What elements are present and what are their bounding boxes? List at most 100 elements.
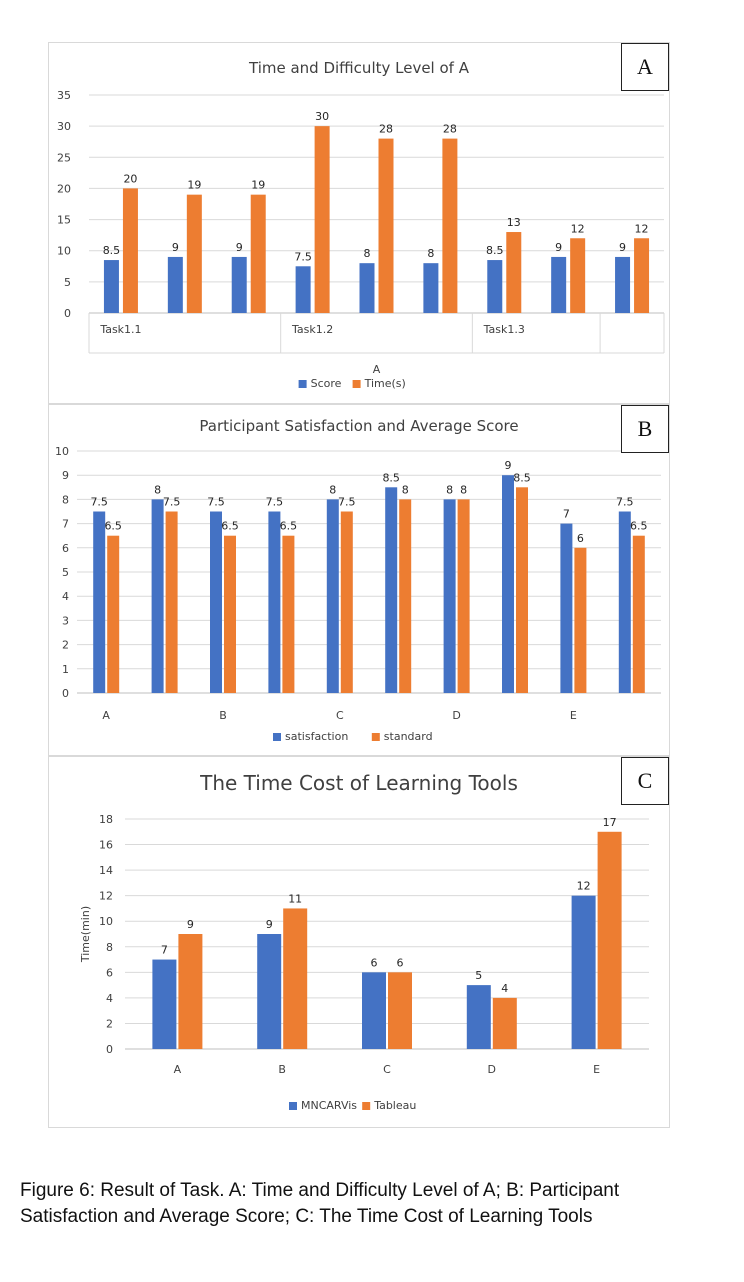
y-tick-label: 18: [99, 813, 113, 826]
data-label: 30: [315, 110, 329, 123]
y-tick-label: 4: [106, 992, 113, 1005]
data-label: 9: [187, 918, 194, 931]
data-label: 6.5: [221, 520, 239, 533]
chart-panel-c: The Time Cost of Learning Tools Time(min)…: [48, 756, 670, 1128]
chart-title: The Time Cost of Learning Tools: [199, 771, 518, 795]
data-label: 12: [571, 222, 585, 235]
x-tick-label: E: [570, 709, 577, 722]
data-label: 6.5: [104, 520, 122, 533]
legend-swatch: [273, 733, 281, 741]
data-label: 19: [251, 179, 265, 192]
data-label: 12: [635, 222, 649, 235]
bar-score: [359, 263, 375, 313]
y-tick-label: 7: [62, 518, 69, 531]
data-label: 6: [371, 956, 378, 969]
data-label: 13: [507, 216, 521, 229]
legend-swatch: [352, 380, 361, 388]
data-label: 17: [603, 816, 617, 829]
panel-letter-a: A: [621, 43, 669, 91]
bar-time-s-: [506, 232, 522, 313]
bar-time-s-: [186, 194, 202, 313]
y-tick-label: 2: [106, 1017, 113, 1030]
bar-standard: [632, 535, 645, 693]
bar-satisfaction: [326, 499, 339, 693]
data-label: 8: [427, 247, 434, 260]
data-label: 8: [402, 483, 409, 496]
y-tick-label: 30: [57, 120, 71, 133]
legend-label: Score: [311, 377, 342, 390]
chart-title: Participant Satisfaction and Average Sco…: [199, 417, 518, 435]
legend-label: standard: [384, 730, 433, 743]
bar-time-s-: [250, 194, 266, 313]
bar-satisfaction: [618, 511, 631, 693]
chart-title: Time and Difficulty Level of A: [248, 59, 470, 77]
chart-panel-a: Time and Difficulty Level of A 0 5 10 15 20 25…: [48, 42, 670, 404]
bar-tableau: [492, 997, 517, 1049]
data-label: 7.5: [616, 496, 634, 509]
x-tick-label: E: [593, 1063, 600, 1076]
bar-satisfaction: [443, 499, 456, 693]
y-tick-label: 20: [57, 182, 71, 195]
y-tick-label: 9: [62, 469, 69, 482]
bar-standard: [574, 547, 587, 693]
y-tick-label: 10: [99, 915, 113, 928]
bar-satisfaction: [560, 523, 573, 693]
bar-score: [103, 260, 119, 313]
data-label: 20: [123, 172, 137, 185]
bar-mncarvis: [571, 895, 596, 1049]
bar-time-s-: [378, 138, 394, 313]
bar-mncarvis: [257, 934, 282, 1049]
y-tick-label: 2: [62, 639, 69, 652]
bar-standard: [399, 499, 412, 693]
bar-mncarvis: [362, 972, 386, 1049]
bar-time-s-: [122, 188, 138, 313]
legend-label: MNCARVis: [301, 1099, 357, 1112]
y-tick-label: 6: [106, 966, 113, 979]
data-label: 6: [577, 532, 584, 545]
data-label: 9: [266, 918, 273, 931]
data-label: 4: [501, 982, 508, 995]
y-tick-label: 5: [62, 566, 69, 579]
y-tick-label: 3: [62, 614, 69, 627]
bar-satisfaction: [151, 499, 164, 693]
data-label: 8.5: [513, 471, 531, 484]
y-tick-label: 1: [62, 663, 69, 676]
data-label: 8.5: [103, 244, 121, 257]
bar-satisfaction: [385, 487, 398, 693]
bar-score: [167, 256, 183, 313]
data-label: 28: [379, 123, 393, 136]
bar-time-s-: [634, 238, 650, 313]
data-label: 19: [187, 179, 201, 192]
y-tick-label: 12: [99, 890, 113, 903]
y-tick-label: 0: [106, 1043, 113, 1056]
bar-standard: [224, 535, 236, 693]
data-label: 7.5: [207, 496, 225, 509]
data-label: 9: [236, 241, 243, 254]
group-label: Task1.1: [99, 323, 141, 336]
data-label: 7.5: [163, 496, 181, 509]
x-tick-label: D: [452, 709, 460, 722]
x-tick-label: A: [102, 709, 110, 722]
y-tick-label: 8: [106, 941, 113, 954]
bar-time-s-: [314, 126, 330, 314]
bar-time-s-: [442, 138, 458, 313]
y-tick-label: 10: [57, 245, 71, 258]
data-label: 9: [555, 241, 562, 254]
x-tick-label: B: [219, 709, 227, 722]
data-label: 8: [446, 483, 453, 496]
data-label: 7: [563, 508, 570, 521]
data-label: 8: [364, 247, 371, 260]
bar-tableau: [283, 908, 308, 1049]
bar-score: [231, 256, 247, 313]
data-label: 7.5: [294, 250, 312, 263]
chart-c-svg: The Time Cost of Learning Tools Time(min)…: [79, 771, 649, 1112]
figure-caption: Figure 6: Result of Task. A: Time and Di…: [20, 1180, 620, 1227]
x-tick-label: C: [336, 709, 344, 722]
chart-panel-b: Participant Satisfaction and Average Sco…: [48, 404, 670, 756]
legend-swatch: [289, 1102, 297, 1110]
x-tick-label: D: [488, 1063, 496, 1076]
data-label: 6: [397, 956, 404, 969]
y-tick-label: 8: [62, 493, 69, 506]
bar-mncarvis: [466, 985, 491, 1049]
bar-standard: [340, 511, 353, 693]
